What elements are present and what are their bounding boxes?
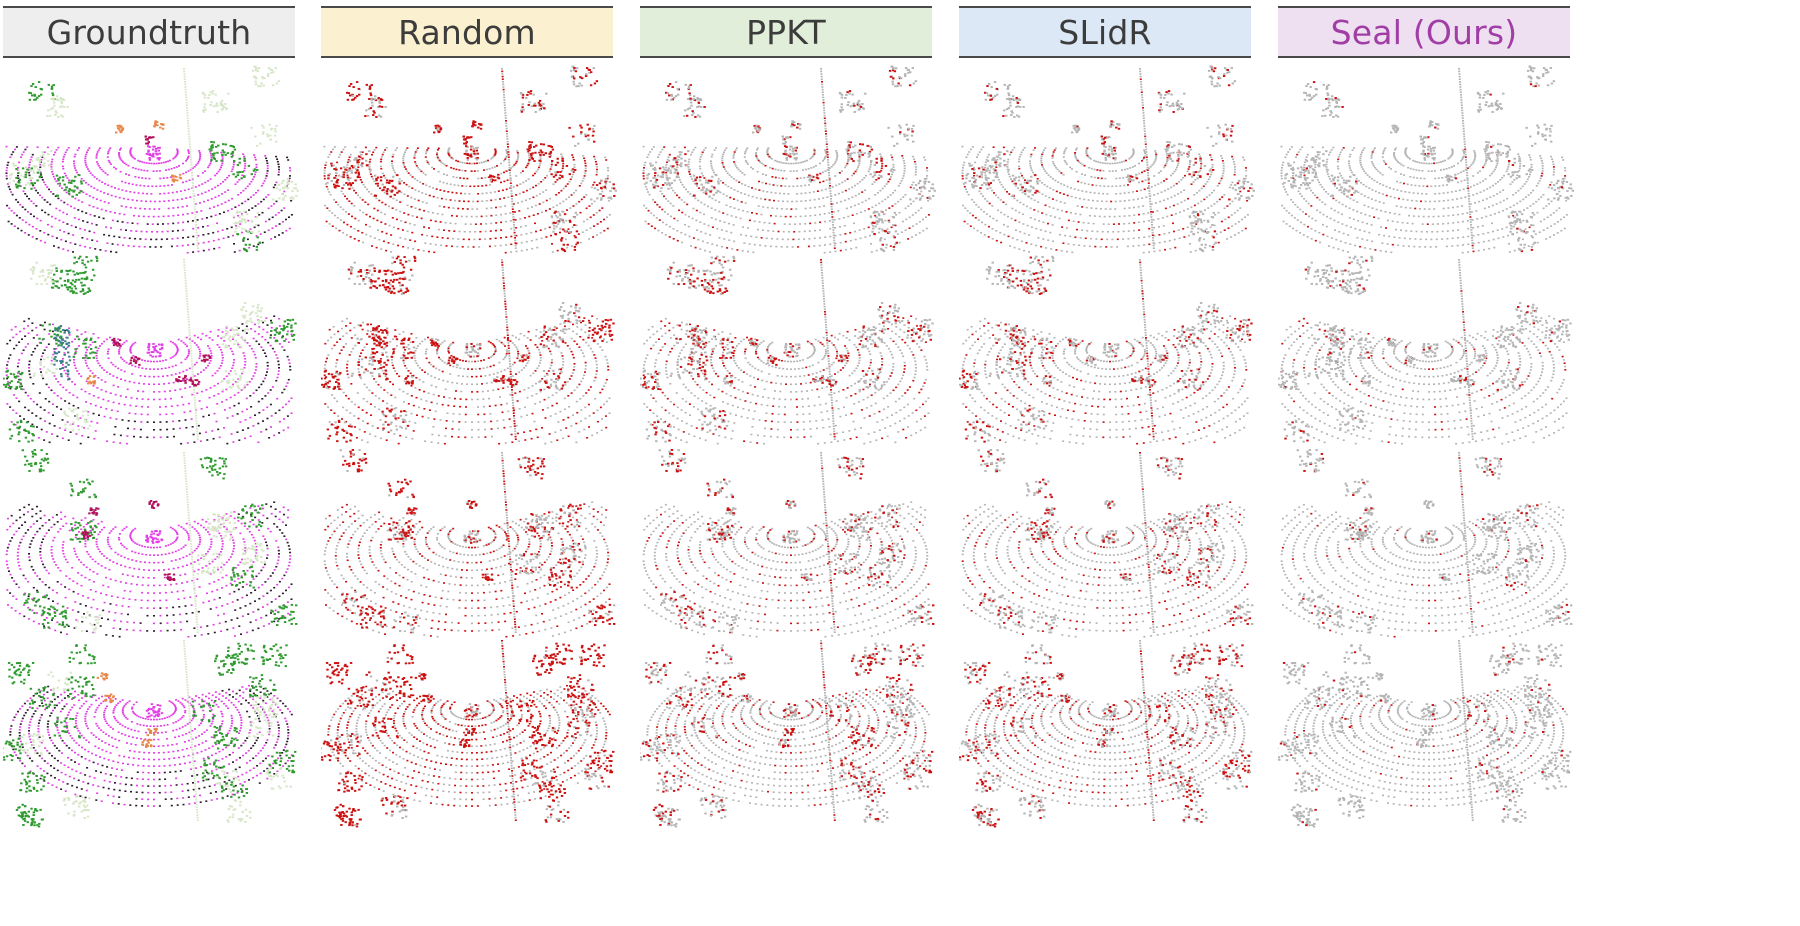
column-header-seal: Seal (Ours) xyxy=(1278,6,1570,58)
pointcloud-render xyxy=(323,449,616,638)
pointcloud-ppkt-row-4 xyxy=(640,636,980,831)
column-header-slidr: SLidR xyxy=(959,6,1251,58)
pointcloud-render xyxy=(640,255,934,445)
pointcloud-seal-row-3 xyxy=(1278,448,1618,643)
pointcloud-render xyxy=(3,255,297,445)
pointcloud-render xyxy=(5,449,298,638)
pointcloud-ppkt-row-2 xyxy=(640,255,980,450)
pointcloud-render xyxy=(640,640,934,828)
pointcloud-random-row-1 xyxy=(321,64,661,259)
pointcloud-ppkt-row-1 xyxy=(640,64,980,259)
column-header-groundtruth: Groundtruth xyxy=(3,6,295,58)
pointcloud-render xyxy=(961,65,1255,254)
pointcloud-groundtruth-row-4 xyxy=(3,636,343,831)
pointcloud-render xyxy=(642,65,936,254)
pointcloud-groundtruth-row-1 xyxy=(3,64,343,259)
pointcloud-render xyxy=(1278,255,1572,445)
pointcloud-render xyxy=(1280,449,1573,638)
pointcloud-seal-row-2 xyxy=(1278,255,1618,450)
pointcloud-slidr-row-1 xyxy=(959,64,1299,259)
pointcloud-slidr-row-3 xyxy=(959,448,1299,643)
pointcloud-render xyxy=(5,65,299,254)
pointcloud-render xyxy=(321,640,615,828)
column-header-ppkt: PPKT xyxy=(640,6,932,58)
pointcloud-random-row-4 xyxy=(321,636,661,831)
pointcloud-ppkt-row-3 xyxy=(640,448,980,643)
pointcloud-slidr-row-4 xyxy=(959,636,1299,831)
pointcloud-render xyxy=(959,640,1253,828)
pointcloud-slidr-row-2 xyxy=(959,255,1299,450)
pointcloud-seal-row-4 xyxy=(1278,636,1618,831)
pointcloud-render xyxy=(321,255,615,445)
pointcloud-groundtruth-row-2 xyxy=(3,255,343,450)
pointcloud-render xyxy=(3,640,297,828)
pointcloud-render xyxy=(1278,640,1572,828)
column-header-random: Random xyxy=(321,6,613,58)
pointcloud-groundtruth-row-3 xyxy=(3,448,343,643)
pointcloud-render xyxy=(323,65,617,254)
pointcloud-render xyxy=(959,255,1253,445)
pointcloud-random-row-2 xyxy=(321,255,661,450)
pointcloud-render xyxy=(1280,65,1574,254)
pointcloud-random-row-3 xyxy=(321,448,661,643)
pointcloud-seal-row-1 xyxy=(1278,64,1618,259)
pointcloud-render xyxy=(961,449,1254,638)
pointcloud-render xyxy=(642,449,935,638)
